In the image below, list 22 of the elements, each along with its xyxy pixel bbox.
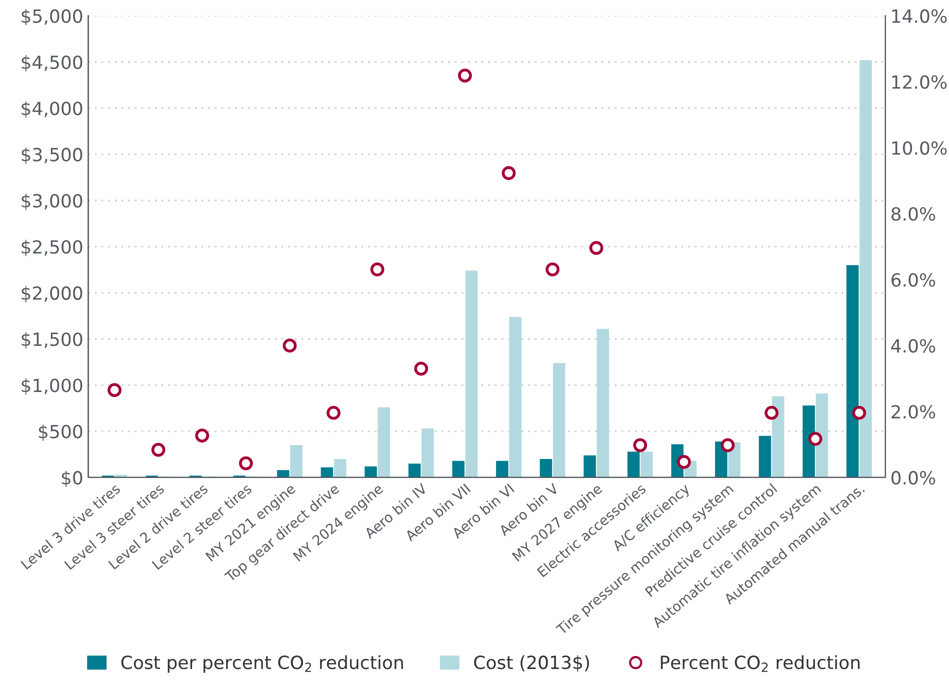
y-tick-label: $1,500 — [22, 332, 82, 348]
y2-tick-label: 0.0% — [891, 470, 936, 485]
y2-tick-label: 4.0% — [891, 339, 936, 353]
y-tick-label: $500 — [38, 424, 82, 441]
y2-tick-label: 10.0% — [892, 141, 947, 155]
y-tick-label: $3,500 — [22, 147, 82, 164]
y-tick-label: $3,000 — [22, 194, 82, 210]
y2-tick-label: 2.0% — [892, 404, 936, 419]
y-tick-label: $2,000 — [22, 286, 82, 302]
y2-tick-label: 14.0% — [892, 9, 947, 23]
y-tick-label: $0 — [62, 470, 82, 487]
y2-tick-label: 6.0% — [892, 273, 936, 287]
y2-tick-label: 12.0% — [892, 75, 947, 89]
y-tick-label: $2,500 — [22, 240, 82, 256]
legend-label: Cost (2013$) — [474, 655, 589, 672]
y-tick-label: $4,500 — [22, 55, 82, 72]
legend-label: Cost per percent CO$_{2}$ reduction — [121, 655, 403, 673]
y-tick-label: $4,000 — [22, 101, 82, 118]
y-tick-label: $1,000 — [22, 378, 82, 395]
y2-tick-label: 8.0% — [892, 207, 936, 221]
y-tick-label: $5,000 — [22, 8, 82, 26]
legend-label: Percent CO$_{2}$ reduction — [660, 655, 860, 672]
